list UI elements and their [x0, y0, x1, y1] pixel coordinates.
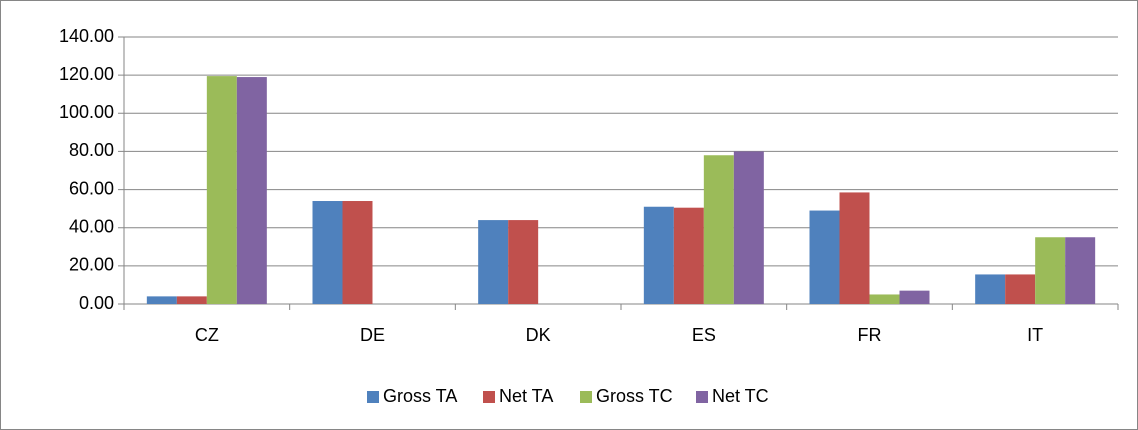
x-tick-label: IT [1027, 325, 1043, 345]
y-tick-label: 80.00 [69, 140, 114, 160]
y-tick-label: 120.00 [59, 64, 114, 84]
bar [342, 201, 373, 304]
x-tick-label: DE [360, 325, 385, 345]
bar [508, 220, 539, 304]
y-tick-label: 20.00 [69, 255, 114, 275]
bar [478, 220, 509, 304]
bar [869, 294, 900, 304]
legend-swatch [483, 391, 495, 403]
bar [643, 206, 674, 304]
x-tick-label: ES [692, 325, 716, 345]
bar [1065, 237, 1096, 304]
legend-label: Net TA [499, 386, 553, 406]
bar [733, 151, 764, 304]
bar [673, 207, 704, 304]
y-tick-label: 60.00 [69, 178, 114, 198]
legend-label: Gross TC [596, 386, 673, 406]
bar [146, 296, 177, 304]
bar [206, 76, 237, 304]
x-tick-label: FR [858, 325, 882, 345]
bar [176, 296, 207, 304]
y-tick-label: 100.00 [59, 102, 114, 122]
bar [703, 155, 734, 304]
y-tick-label: 140.00 [59, 26, 114, 46]
y-tick-label: 0.00 [79, 293, 114, 313]
legend-swatch [696, 391, 708, 403]
y-tick-label: 40.00 [69, 216, 114, 236]
x-tick-label: DK [526, 325, 551, 345]
legend-swatch [367, 391, 379, 403]
bar [236, 77, 267, 304]
x-tick-label: CZ [195, 325, 219, 345]
legend-swatch [580, 391, 592, 403]
bar [1035, 237, 1066, 304]
bar [809, 210, 840, 304]
legend-label: Net TC [712, 386, 769, 406]
bar [1005, 274, 1036, 304]
bar [975, 274, 1006, 304]
bar [839, 192, 870, 304]
bar [899, 290, 930, 304]
bar [312, 201, 343, 304]
legend-label: Gross TA [383, 386, 457, 406]
